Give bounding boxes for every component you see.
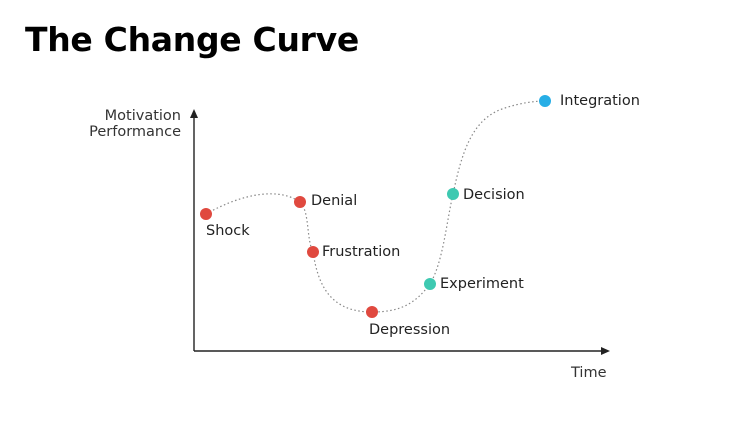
stage-point-integration (539, 95, 551, 107)
stage-label-denial: Denial (311, 193, 358, 209)
stage-label-shock: Shock (206, 223, 250, 239)
stage-label-integration: Integration (560, 93, 640, 109)
y-axis-arrowhead (190, 109, 198, 118)
x-axis-arrowhead (601, 347, 610, 355)
stage-point-decision (447, 188, 459, 200)
stage-label-depression: Depression (369, 322, 451, 338)
stage-points (200, 95, 551, 318)
y-axis-label-performance: Performance (89, 124, 181, 140)
stage-point-shock (200, 208, 212, 220)
x-axis-label-time: Time (571, 365, 607, 381)
stage-point-denial (294, 196, 306, 208)
axes (190, 109, 610, 355)
stage-label-frustration: Frustration (322, 244, 401, 260)
change-curve-line (205, 100, 546, 313)
stage-point-experiment (424, 278, 436, 290)
page-title: The Change Curve (25, 20, 359, 59)
stage-label-experiment: Experiment (440, 276, 524, 292)
stage-label-decision: Decision (463, 187, 525, 203)
stage-point-depression (366, 306, 378, 318)
stage-point-frustration (307, 246, 319, 258)
y-axis-label-motivation: Motivation (104, 108, 181, 124)
